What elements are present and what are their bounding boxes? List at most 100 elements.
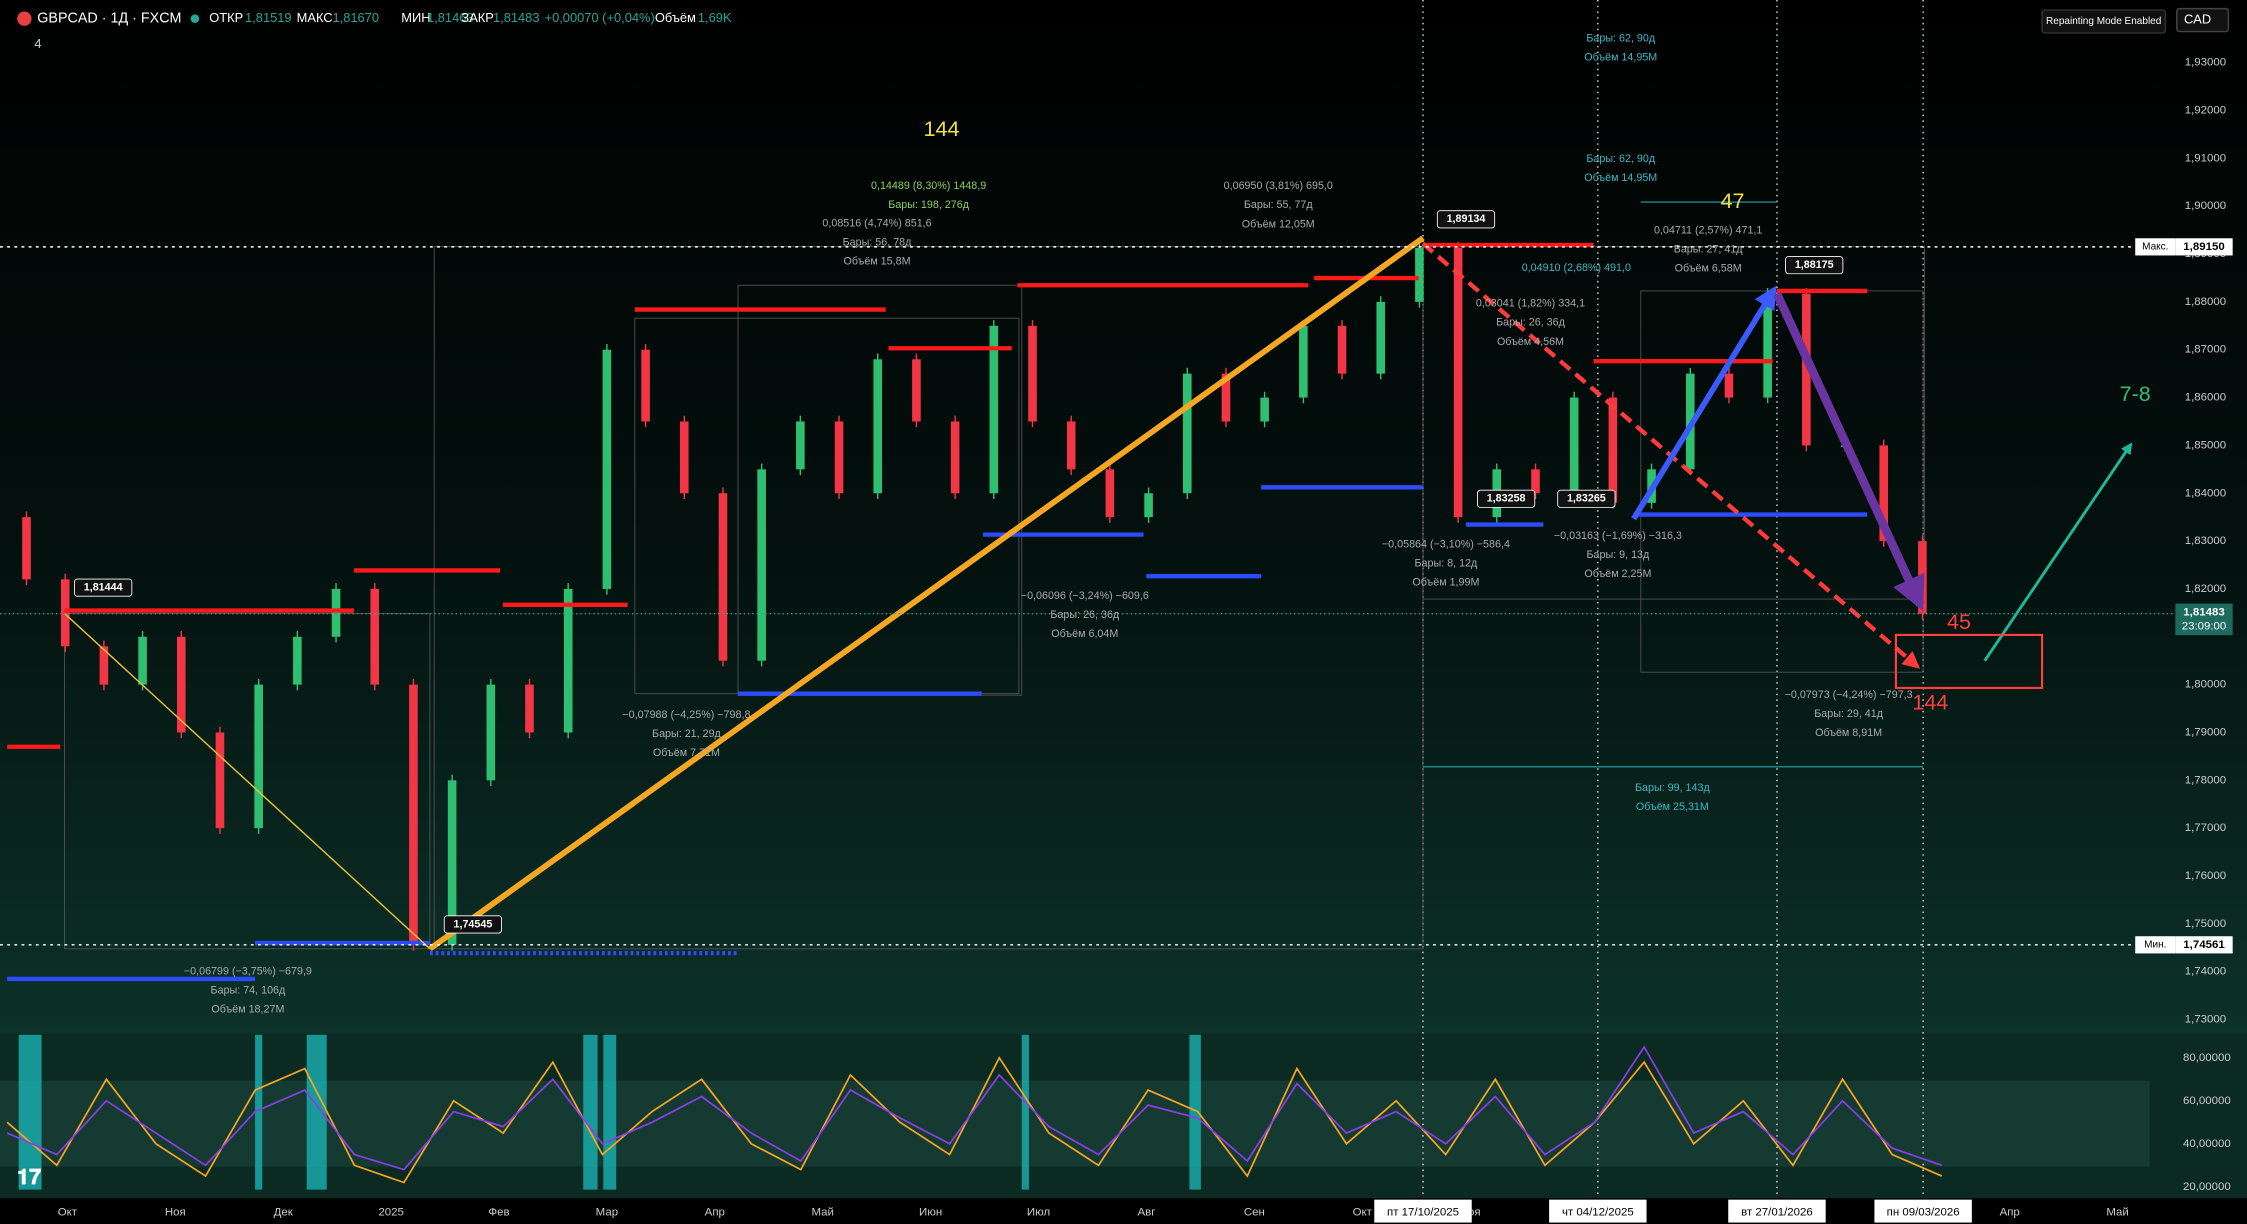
candle bbox=[525, 684, 534, 733]
candle bbox=[1221, 373, 1231, 422]
symbol: GBPCAD · 1Д · FXCM bbox=[37, 10, 181, 26]
extreme-lines bbox=[0, 246, 2136, 946]
measure-text: Бары: 62, 90д bbox=[1586, 33, 1656, 45]
candle bbox=[602, 349, 612, 589]
oscillator-line bbox=[6, 1045, 1943, 1171]
low-label: МИН bbox=[401, 10, 430, 25]
candle bbox=[1028, 325, 1037, 422]
open-label: ОТКР bbox=[209, 10, 243, 25]
price-label: 1,81444 bbox=[84, 581, 123, 593]
price-tick-label: 1,93000 bbox=[2185, 57, 2226, 69]
measure-text: Бары: 62, 90д bbox=[1586, 153, 1656, 165]
open: 1,81519 bbox=[245, 10, 292, 25]
indicators-count[interactable]: 4 bbox=[34, 36, 41, 51]
currency-button[interactable] bbox=[2176, 7, 2230, 33]
close-label: ЗАКР bbox=[461, 10, 493, 25]
repainting-text: Repainting Mode Enabled bbox=[2046, 16, 2161, 27]
candle bbox=[409, 684, 418, 945]
candle bbox=[1066, 421, 1076, 470]
tv-logo: 𝟏𝟕 bbox=[17, 1165, 41, 1189]
market-dot bbox=[190, 14, 200, 23]
candle bbox=[176, 636, 186, 733]
measure-text: 0,14489 (8,30%) 1448,9 bbox=[871, 180, 986, 192]
wave-label: 144 bbox=[924, 117, 960, 141]
volume: 1,69K bbox=[698, 10, 732, 25]
currency[interactable]: CAD bbox=[2184, 11, 2211, 26]
price-tick-label: 1,79000 bbox=[2185, 726, 2226, 738]
osc-tick-label: 80,00000 bbox=[2183, 1052, 2231, 1064]
measure-text: Объём 18,27M bbox=[211, 1004, 284, 1016]
time-label: Окт bbox=[58, 1207, 78, 1219]
last-price: 1,81483 bbox=[2183, 606, 2224, 618]
candle bbox=[1453, 247, 1463, 518]
price-tick-label: 1,88000 bbox=[2185, 296, 2226, 308]
price-tick-label: 1,73000 bbox=[2185, 1014, 2226, 1026]
oscillator-line bbox=[6, 1056, 1943, 1184]
measure-text: 0,06950 (3,81%) 695,0 bbox=[1224, 180, 1333, 192]
measure-text: Бары: 56, 78д bbox=[843, 236, 913, 248]
candle bbox=[989, 325, 999, 494]
measure-text: −0,06096 (−3,24%) −609,6 bbox=[1021, 590, 1149, 602]
annotations: 144 47 7-8 45 144 1,81444 1,89134 1,88175 1,8325… bbox=[74, 33, 2151, 1016]
price-label-box bbox=[443, 915, 502, 934]
candle bbox=[331, 588, 341, 637]
measure-text: Бары: 74, 106д bbox=[211, 985, 286, 997]
time-label: Май bbox=[2106, 1207, 2128, 1219]
time-label: Дек bbox=[274, 1207, 294, 1219]
measure-text: Бары: 99, 143д bbox=[1635, 782, 1710, 794]
max-value: 1,89150 bbox=[2183, 241, 2224, 253]
date-marker-box bbox=[1728, 1199, 1826, 1223]
candle bbox=[950, 421, 960, 494]
price-tick-label: 1,92000 bbox=[2185, 105, 2226, 117]
measure-text: Объём 14,95M bbox=[1584, 172, 1657, 184]
measure-text: Объём 2,25M bbox=[1584, 568, 1651, 580]
header: GBPCAD · 1Д · FXCM ОТКР 1,81519 МАКС 1,8… bbox=[17, 7, 2230, 1189]
measure-text: Объём 25,31M bbox=[1636, 801, 1709, 813]
min-label: Мин. bbox=[2144, 939, 2166, 950]
price-tick-label: 1,75000 bbox=[2185, 918, 2226, 930]
candle bbox=[293, 636, 302, 685]
candle bbox=[1299, 325, 1308, 398]
osc-tick-label: 20,00000 bbox=[2183, 1181, 2231, 1193]
candle bbox=[370, 588, 380, 685]
time-label: Апр bbox=[705, 1207, 725, 1219]
main-pane bbox=[0, 0, 2247, 1035]
price-label: 1,88175 bbox=[1795, 259, 1834, 271]
measure-text: 0,08516 (4,74%) 851,6 bbox=[822, 217, 931, 229]
candle bbox=[1376, 301, 1386, 374]
candle bbox=[1569, 397, 1579, 494]
date-marker: вт 27/01/2026 bbox=[1741, 1207, 1813, 1219]
price-tick-label: 1,90000 bbox=[2185, 200, 2226, 212]
candle bbox=[796, 421, 805, 470]
price-tick-label: 1,87000 bbox=[2185, 344, 2226, 356]
measure-text: Объём 14,95M bbox=[1584, 52, 1657, 64]
close: 1,81483 bbox=[493, 10, 540, 25]
price-label-box bbox=[1436, 210, 1496, 229]
price-tick-label: 1,74000 bbox=[2185, 966, 2226, 978]
price-tick-label: 1,91000 bbox=[2185, 152, 2226, 164]
candle bbox=[1337, 325, 1347, 374]
candle bbox=[138, 636, 147, 685]
price-label-box bbox=[74, 578, 133, 597]
wave-label: 47 bbox=[1721, 189, 1745, 213]
high-label: МАКС bbox=[297, 10, 333, 25]
candle bbox=[718, 493, 728, 661]
measure-text: 0,04711 (2,57%) 471,1 bbox=[1654, 225, 1762, 237]
candle bbox=[1182, 373, 1192, 494]
price-label: 1,89134 bbox=[1447, 213, 1486, 225]
wave-label: 144 bbox=[1912, 690, 1948, 714]
measure-text: −0,03163 (−1,69%) −316,3 bbox=[1554, 530, 1682, 542]
wave-label: 45 bbox=[1947, 610, 1971, 634]
candle bbox=[834, 421, 844, 494]
candle bbox=[1879, 445, 1889, 542]
low: 1,81463 bbox=[427, 10, 474, 25]
time-label: Ноя bbox=[165, 1207, 186, 1219]
max-tag bbox=[2135, 238, 2176, 256]
price-tick-label: 1,85000 bbox=[2185, 439, 2226, 451]
candle bbox=[1802, 293, 1811, 446]
volume-label: Объём bbox=[655, 10, 696, 25]
candle bbox=[1415, 247, 1424, 302]
candle bbox=[563, 588, 573, 733]
candle bbox=[254, 684, 263, 829]
